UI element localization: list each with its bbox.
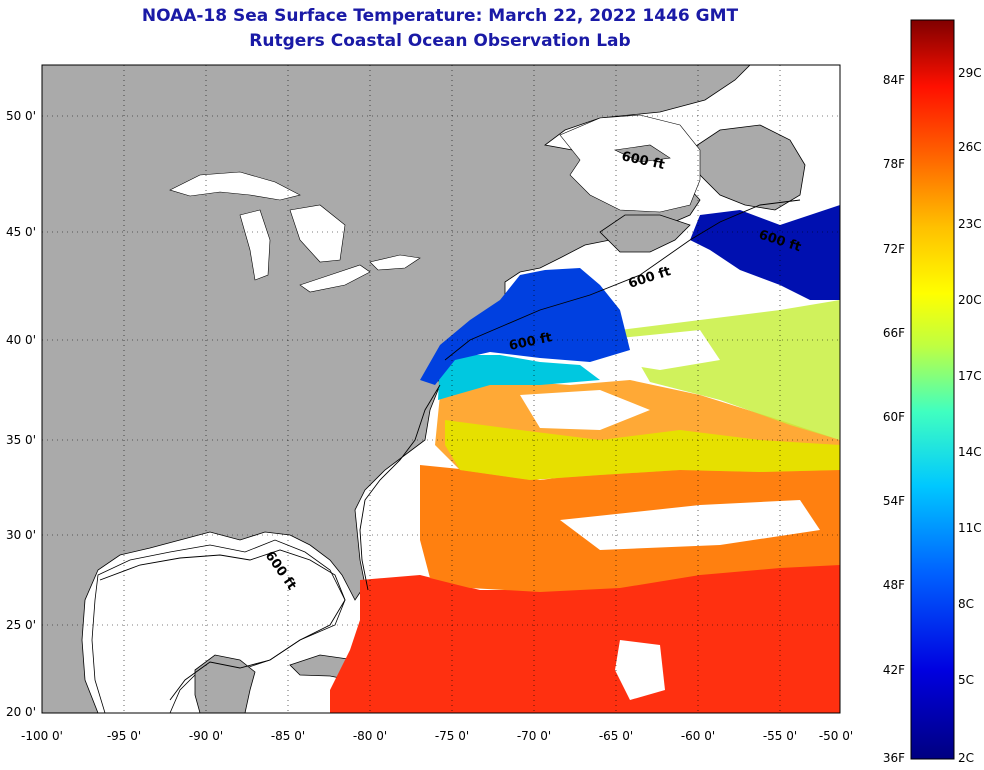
- map-area: [42, 65, 840, 713]
- map-title: NOAA-18 Sea Surface Temperature: March 2…: [141, 6, 739, 26]
- colorbar-f-label: 78F: [883, 157, 905, 171]
- lat-label: 50 0': [6, 109, 36, 123]
- isobath-600ft: [99, 199, 801, 701]
- lon-label: -80 0': [353, 729, 387, 743]
- sst-hot-band: [330, 560, 840, 713]
- lon-label: -90 0': [189, 729, 223, 743]
- colorbar-c-label: 26C: [958, 140, 982, 154]
- colorbar-f-label: 36F: [883, 751, 905, 765]
- colorbar-c-label: 8C: [958, 597, 974, 611]
- lake-erie-ontario: [299, 254, 421, 293]
- lon-label: -60 0': [681, 729, 715, 743]
- colorbar-f-label: 72F: [883, 242, 905, 256]
- nova-scotia-land: [599, 214, 691, 253]
- lon-label: -55 0': [763, 729, 797, 743]
- colorbar-f-label: 54F: [883, 494, 905, 508]
- lat-label: 20 0': [6, 705, 36, 719]
- lat-label: 45 0': [6, 225, 36, 239]
- lat-label: 35 0': [6, 433, 36, 447]
- yucatan-land: [194, 654, 256, 713]
- colorbar-c-label: 23C: [958, 217, 982, 231]
- colorbar-c-label: 29C: [958, 66, 982, 80]
- lon-label: -75 0': [435, 729, 469, 743]
- map-frame: [41, 64, 841, 714]
- colorbar-f-label: 42F: [883, 663, 905, 677]
- lat-label: 40 0': [6, 333, 36, 347]
- colorbar-c-label: 17C: [958, 369, 982, 383]
- colorbar-c-label: 5C: [958, 673, 974, 687]
- colorbar-f-label: 60F: [883, 410, 905, 424]
- sst-cool-band: [438, 355, 600, 400]
- colorbar-c-label: 11C: [958, 521, 982, 535]
- colorbar-c-label: 20C: [958, 293, 982, 307]
- lon-label: -100 0': [21, 729, 63, 743]
- colorbar-f-label: 48F: [883, 578, 905, 592]
- graticule: [42, 65, 840, 713]
- lon-label: -95 0': [107, 729, 141, 743]
- lat-label: 25 0': [6, 618, 36, 632]
- lon-label: -70 0': [517, 729, 551, 743]
- lake-superior: [169, 171, 301, 201]
- colorbar: [910, 19, 955, 760]
- colorbar-f-label: 84F: [883, 73, 905, 87]
- colorbar-f-label: 66F: [883, 326, 905, 340]
- colorbar-c-label: 14C: [958, 445, 982, 459]
- sst-yellow-band: [445, 420, 840, 480]
- sst-cold-band: [420, 268, 630, 385]
- sst-coldest-band: [690, 205, 840, 300]
- lon-label: -65 0': [599, 729, 633, 743]
- lat-label: 30 0': [6, 528, 36, 542]
- newfoundland-land: [689, 124, 806, 211]
- lon-label: -85 0': [271, 729, 305, 743]
- lake-michigan-huron: [239, 204, 346, 281]
- lon-label: -50 0': [819, 729, 853, 743]
- colorbar-c-label: 2C: [958, 751, 974, 765]
- map-subtitle: Rutgers Coastal Ocean Observation Lab: [249, 31, 631, 51]
